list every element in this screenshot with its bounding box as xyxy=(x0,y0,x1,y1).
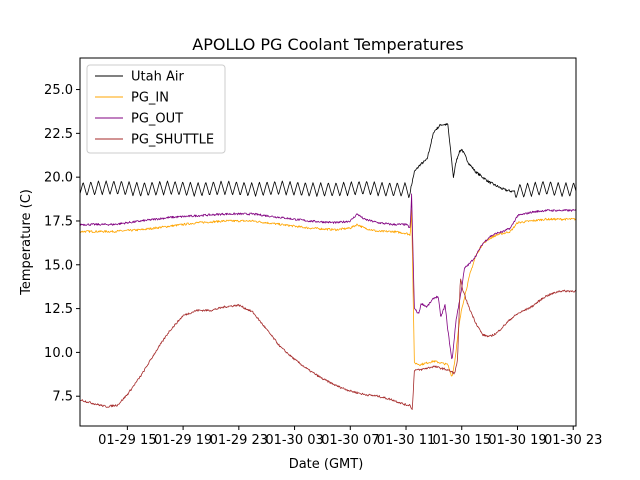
x-tick-label: 01-30 11 xyxy=(377,433,435,448)
series-line-pg-shuttle xyxy=(79,278,577,410)
y-tick-label: 7.5 xyxy=(52,390,73,405)
legend-label-pg-in: PG_IN xyxy=(131,91,169,106)
x-tick-label: 01-30 19 xyxy=(488,433,546,448)
legend-label-utah-air: Utah Air xyxy=(131,70,184,85)
y-tick-label: 22.5 xyxy=(44,127,73,142)
legend-label-pg-out: PG_OUT xyxy=(131,112,183,127)
legend-box xyxy=(86,64,226,154)
x-tick-label: 01-30 03 xyxy=(265,433,323,448)
x-tick-label: 01-30 07 xyxy=(321,433,379,448)
x-tick-label: 01-29 19 xyxy=(154,433,212,448)
series-line-pg-out xyxy=(79,193,577,360)
y-tick-label: 20.0 xyxy=(44,171,73,186)
plot-frame xyxy=(79,57,577,427)
series-layer xyxy=(79,123,577,410)
legend-label-pg-shuttle: PG_SHUTTLE xyxy=(131,133,214,148)
y-tick-label: 17.5 xyxy=(44,214,73,229)
y-tick-label: 15.0 xyxy=(44,258,73,273)
chart-title: APOLLO PG Coolant Temperatures xyxy=(192,35,463,54)
x-tick-label: 01-29 15 xyxy=(98,433,156,448)
legend: Utah Air PG_IN PG_OUT PG_SHUTTLE xyxy=(86,64,226,154)
series-line-pg-in xyxy=(79,209,577,377)
x-tick-label: 01-29 23 xyxy=(210,433,268,448)
x-axis-label: Date (GMT) xyxy=(289,457,364,472)
y-tick-label: 12.5 xyxy=(44,302,73,317)
y-tick-label: 25.0 xyxy=(44,83,73,98)
x-tick-label: 01-30 15 xyxy=(433,433,491,448)
y-axis-label: Temperature (C) xyxy=(19,189,34,296)
y-axis: 7.5 10.0 12.5 15.0 17.5 20.0 22.5 25.0 xyxy=(44,83,80,405)
x-tick-label: 01-30 23 xyxy=(544,433,602,448)
y-tick-label: 10.0 xyxy=(44,346,73,361)
series-line-utah-air xyxy=(79,123,577,199)
